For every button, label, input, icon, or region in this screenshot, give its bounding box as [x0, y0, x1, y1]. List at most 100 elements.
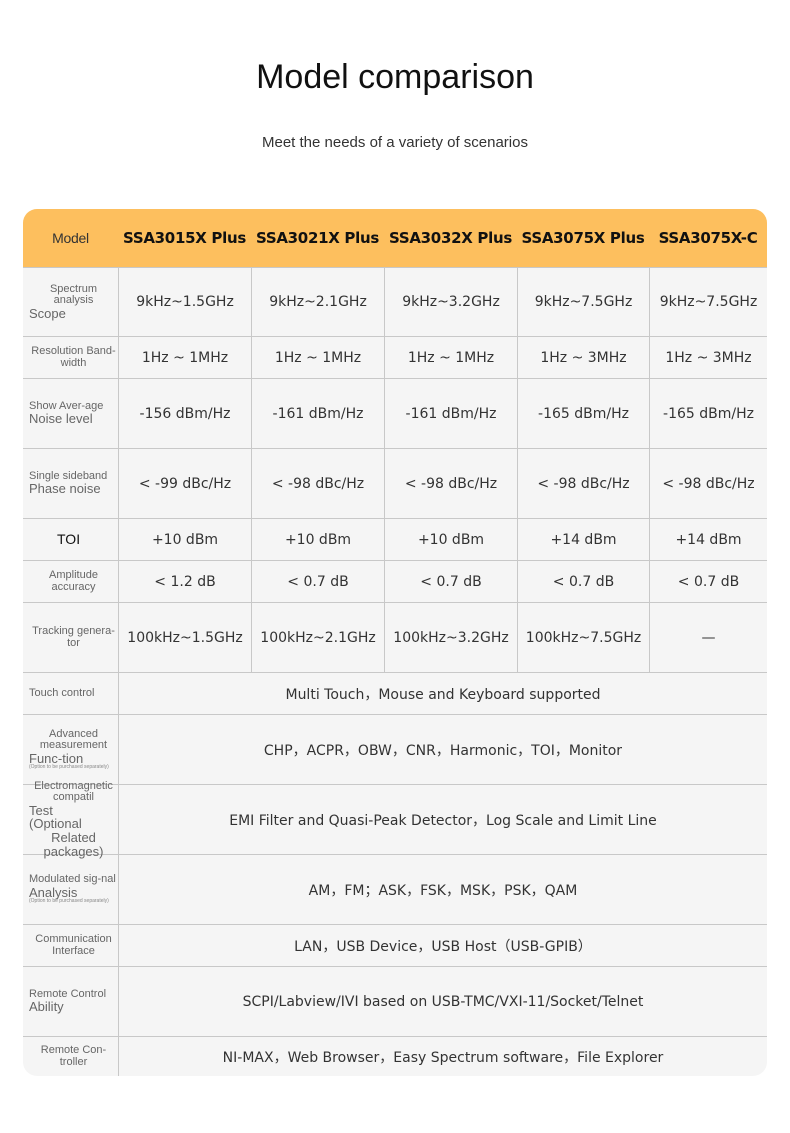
row-label-line: Func-tion — [29, 750, 84, 766]
value-cell: < -98 dBc/Hz — [384, 449, 517, 518]
row-label: Remote Control Ability — [23, 967, 118, 1036]
value-cell: -161 dBm/Hz — [384, 379, 517, 448]
table-row: Amplitude accuracy < 1.2 dB < 0.7 dB < 0.7 … — [23, 560, 767, 602]
comparison-table: Model SSA3015X Plus SSA3021X Plus SSA303… — [23, 209, 767, 1076]
row-label-line: TOI — [57, 531, 81, 548]
value-cell: CHP，ACPR，OBW，CNR，Harmonic，TOI，Monitor — [118, 715, 767, 784]
table-row: Electromagnetic compatil Test (Optional Rel… — [23, 780, 767, 858]
row-label: Communication Interface — [23, 925, 118, 966]
page-subtitle: Meet the needs of a variety of scenarios — [262, 134, 528, 151]
value-cell: < 0.7 dB — [251, 561, 384, 602]
row-label-line: Remote Con-troller — [40, 1043, 107, 1068]
value-cell: +10 dBm — [251, 519, 384, 560]
value-cell: +10 dBm — [384, 519, 517, 560]
row-label: Tracking genera-tor — [23, 603, 118, 672]
value-cell: 1Hz ~ 3MHz — [517, 337, 649, 378]
value-cell: 9kHz~1.5GHz — [118, 268, 251, 336]
value-cell: < -98 dBc/Hz — [517, 449, 649, 518]
value-cell: +10 dBm — [118, 519, 251, 560]
value-cell: 9kHz~7.5GHz — [517, 268, 649, 336]
row-label-line: Related packages) — [43, 830, 104, 859]
table-body: Spectrum analysis Scope 9kHz~1.5GHz 9kHz~2.… — [23, 267, 767, 1076]
value-cell: SCPI/Labview/IVI based on USB-TMC/VXI-11… — [118, 967, 767, 1036]
value-cell: 9kHz~7.5GHz — [649, 268, 767, 336]
row-label-line: Touch control — [29, 686, 95, 699]
row-label: Touch control — [23, 673, 118, 714]
value-cell: Multi Touch，Mouse and Keyboard supported — [118, 673, 767, 714]
value-cell: 100kHz~3.2GHz — [384, 603, 517, 672]
header-cell: SSA3032X Plus — [389, 229, 512, 247]
row-label-line: Spectrum analysis — [49, 282, 98, 307]
value-cell: 1Hz ~ 3MHz — [649, 337, 767, 378]
row-label-line: (Option to be purchased separately) — [29, 764, 109, 771]
table-row: Modulated sig-nal Analysis (Option to be p… — [23, 854, 767, 924]
value-cell: < -98 dBc/Hz — [251, 449, 384, 518]
row-label-line: Advanced measurement — [39, 727, 108, 752]
row-label-line: Ability — [29, 999, 64, 1015]
table-row: Advanced measurement Func-tion (Option to … — [23, 714, 767, 784]
table-header: Model SSA3015X Plus SSA3021X Plus SSA303… — [23, 209, 767, 267]
row-label: Remote Con-troller — [23, 1037, 118, 1076]
value-cell: NI-MAX，Web Browser，Easy Spectrum softwar… — [118, 1037, 767, 1076]
value-cell: +14 dBm — [517, 519, 649, 560]
row-label: Modulated sig-nal Analysis (Option to be p… — [23, 855, 118, 924]
row-label-line: Noise level — [29, 411, 93, 427]
table-row: Remote Control Ability SCPI/Labview/IVI ba… — [23, 966, 767, 1036]
value-cell: < 0.7 dB — [517, 561, 649, 602]
value-cell: LAN，USB Device，USB Host（USB-GPIB） — [118, 925, 767, 966]
row-label-line: Remote Control — [29, 987, 107, 1000]
table-row: Tracking genera-tor 100kHz~1.5GHz 100kHz~2… — [23, 602, 767, 672]
header-cell: Model — [52, 230, 89, 246]
row-label: TOI — [23, 519, 118, 560]
value-cell: — — [649, 603, 767, 672]
table-row: Show Aver-age Noise level -156 dBm/Hz -161 … — [23, 378, 767, 448]
row-label-line: Tracking genera-tor — [32, 624, 115, 649]
value-cell: AM，FM；ASK，FSK，MSK，PSK，QAM — [118, 855, 767, 924]
table-row: Spectrum analysis Scope 9kHz~1.5GHz 9kHz~2.… — [23, 267, 767, 336]
row-label-line: (Optional — [29, 816, 82, 832]
value-cell: < 0.7 dB — [384, 561, 517, 602]
row-label: Show Aver-age Noise level — [23, 379, 118, 448]
value-cell: -156 dBm/Hz — [118, 379, 251, 448]
table-row: Communication Interface LAN，USB Device，US… — [23, 924, 767, 966]
header-cell: SSA3075X-C — [658, 229, 758, 247]
value-cell: 1Hz ~ 1MHz — [384, 337, 517, 378]
header-cell: SSA3021X Plus — [256, 229, 379, 247]
header-cell: SSA3015X Plus — [123, 229, 246, 247]
value-cell: -161 dBm/Hz — [251, 379, 384, 448]
row-label-line: Show Aver-age — [29, 399, 104, 412]
table-row: Resolution Band-width 1Hz ~ 1MHz 1Hz ~ 1MH… — [23, 336, 767, 378]
value-cell: 1Hz ~ 1MHz — [118, 337, 251, 378]
value-cell: 100kHz~7.5GHz — [517, 603, 649, 672]
row-label-line: Phase noise — [29, 481, 101, 497]
row-label-line: Scope — [29, 305, 66, 321]
value-cell: < 1.2 dB — [118, 561, 251, 602]
value-cell: 100kHz~2.1GHz — [251, 603, 384, 672]
value-cell: -165 dBm/Hz — [517, 379, 649, 448]
row-label-line: (Option to be purchased separately) — [29, 898, 109, 905]
row-label-line: Test — [29, 802, 53, 818]
row-label: Electromagnetic compatil Test (Optional Rel… — [23, 780, 118, 858]
value-cell: < -99 dBc/Hz — [118, 449, 251, 518]
value-cell: 9kHz~2.1GHz — [251, 268, 384, 336]
value-cell: 9kHz~3.2GHz — [384, 268, 517, 336]
value-cell: EMI Filter and Quasi-Peak Detector，Log S… — [118, 785, 767, 854]
row-label-line: Communication Interface — [35, 932, 112, 957]
value-cell: 100kHz~1.5GHz — [118, 603, 251, 672]
value-cell: -165 dBm/Hz — [649, 379, 767, 448]
row-label: Advanced measurement Func-tion (Option to … — [23, 715, 118, 784]
row-label-line: Single sideband — [29, 469, 108, 482]
row-label-line: Electromagnetic compatil — [34, 779, 113, 804]
row-label-line: Amplitude accuracy — [49, 568, 98, 593]
table-row: TOI +10 dBm +10 dBm +10 dBm +14 dBm +14 dBm — [23, 518, 767, 560]
row-label-line: Analysis — [29, 884, 78, 900]
table-row: Touch control Multi Touch，Mouse and Keybo… — [23, 672, 767, 714]
header-cell: SSA3075X Plus — [521, 229, 645, 247]
row-label-line: Modulated sig-nal — [29, 873, 116, 886]
table-row: Remote Con-troller NI-MAX，Web Browser，Eas… — [23, 1036, 767, 1076]
value-cell: < 0.7 dB — [649, 561, 767, 602]
page-title: Model comparison — [256, 58, 534, 96]
table-row: Single sideband Phase noise < -99 dBc/Hz < … — [23, 448, 767, 518]
row-label: Single sideband Phase noise — [23, 449, 118, 518]
value-cell: 1Hz ~ 1MHz — [251, 337, 384, 378]
